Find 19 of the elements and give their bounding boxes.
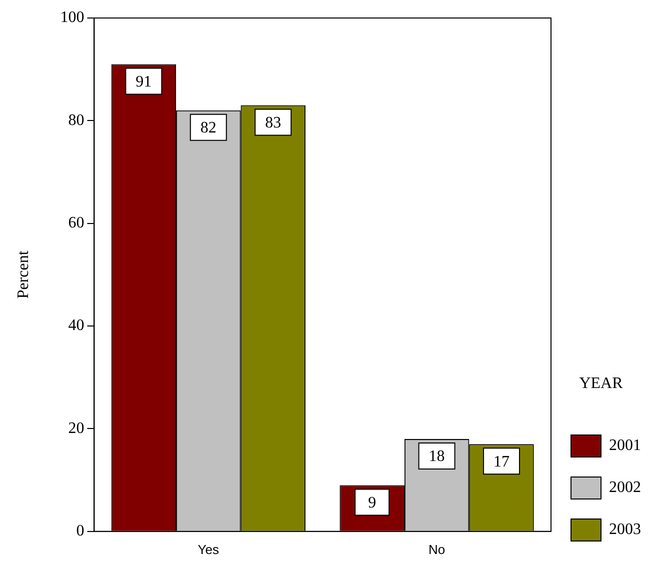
- legend-label: 2002: [609, 479, 641, 496]
- y-axis-title: Percent: [14, 250, 32, 299]
- y-tick-label: 100: [60, 9, 84, 26]
- data-label: 9: [368, 494, 376, 512]
- legend-label: 2001: [609, 437, 641, 454]
- y-tick-label: 40: [68, 317, 84, 334]
- data-label: 91: [136, 73, 152, 90]
- data-label: 82: [200, 120, 216, 137]
- y-tick-label: 80: [68, 112, 84, 129]
- legend-title: YEAR: [579, 375, 624, 392]
- x-tick-label: Yes: [198, 542, 220, 557]
- y-tick-label: 0: [76, 522, 84, 540]
- y-tick-label: 60: [68, 214, 84, 232]
- data-label: 18: [428, 448, 445, 466]
- y-tick-label: 20: [68, 420, 84, 437]
- data-label: 83: [265, 114, 282, 132]
- x-tick-label: No: [428, 542, 446, 557]
- data-label: 17: [494, 453, 510, 470]
- legend-label: 2003: [609, 521, 641, 538]
